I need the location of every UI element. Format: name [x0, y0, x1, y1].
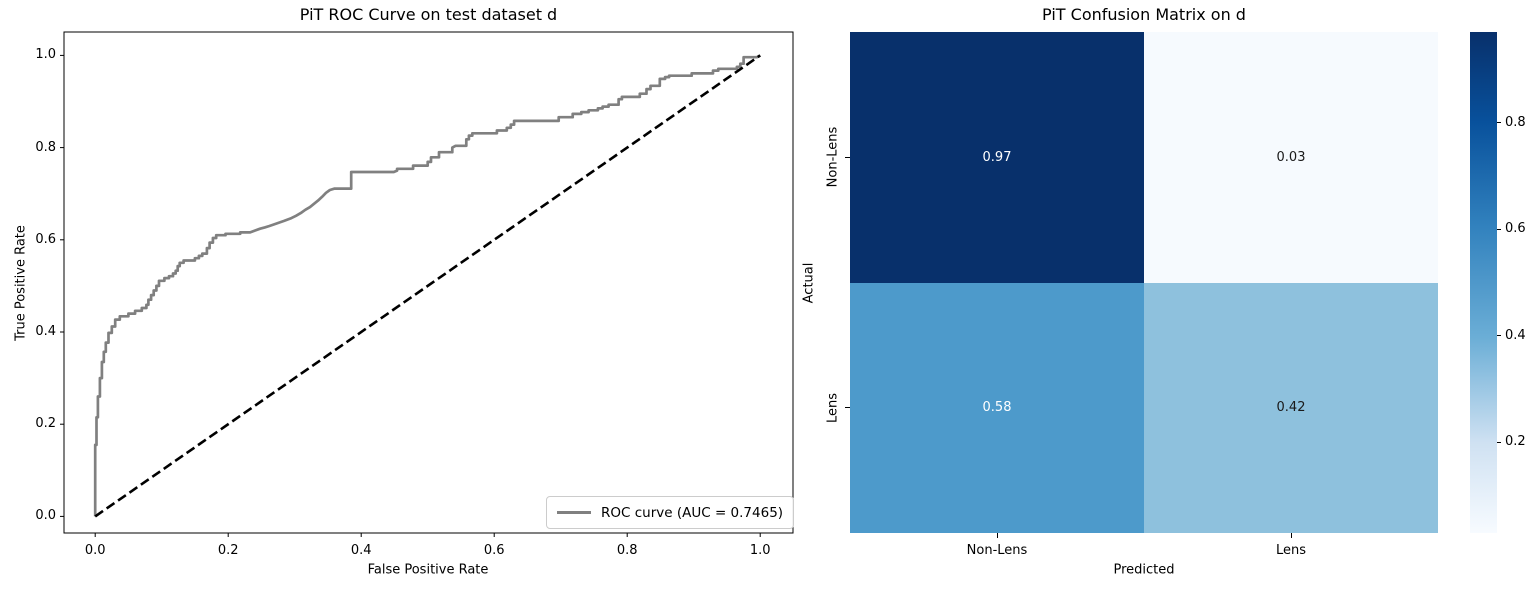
cm-cell-value: 0.03: [1276, 149, 1306, 165]
colorbar-tick-mark: [1497, 335, 1501, 337]
roc-chance-diagonal: [94, 54, 761, 518]
cm-title: PiT Confusion Matrix on d: [1042, 5, 1246, 24]
cm-cell-lens-non-lens: 0.58: [850, 282, 1144, 533]
cm-ytick-mark: [845, 156, 850, 158]
colorbar-tick-label: 0.6: [1505, 221, 1526, 237]
roc-xtick-label: 1.0: [749, 543, 771, 558]
cm-xtick-mark: [996, 533, 998, 538]
roc-xtick-label: 0.8: [616, 543, 638, 558]
roc-curve-legend-line: [557, 511, 591, 514]
roc-xtick-label: 0.2: [217, 543, 239, 558]
cm-ytick-label: Non-Lens: [825, 126, 841, 188]
cm-xaxis-label: Predicted: [1113, 562, 1175, 578]
confusion-matrix-heatmap: 0.97 0.03 0.58 0.42: [850, 32, 1438, 533]
roc-title: PiT ROC Curve on test dataset d: [299, 5, 558, 24]
roc-ytick-label: 0.0: [35, 508, 56, 524]
cm-cell-value: 0.42: [1276, 400, 1306, 416]
cm-yaxis-label: Actual: [801, 262, 817, 304]
roc-ytick-label: 1.0: [35, 47, 56, 63]
colorbar-tick-label: 0.4: [1505, 327, 1526, 343]
colorbar-tick-label: 0.2: [1505, 434, 1526, 450]
cm-cell-non-lens-lens: 0.03: [1144, 32, 1438, 283]
cm-xtick-label: Lens: [1275, 543, 1307, 558]
roc-xtick-label: 0.4: [350, 543, 372, 558]
cm-cell-lens-lens: 0.42: [1144, 282, 1438, 533]
colorbar-tick-mark: [1497, 122, 1501, 124]
roc-ytick-label: 0.2: [35, 416, 56, 432]
cm-xtick-label: Non-Lens: [966, 543, 1028, 558]
roc-xtick-label: 0.0: [84, 543, 106, 558]
roc-legend-label: ROC curve (AUC = 0.7465): [601, 504, 784, 521]
cm-xtick-mark: [1290, 533, 1292, 538]
cm-cell-value: 0.58: [982, 400, 1012, 416]
roc-chart: [60, 31, 794, 537]
colorbar-tick-mark: [1497, 228, 1501, 230]
cm-ytick-mark: [845, 407, 850, 409]
roc-axes-box: [63, 31, 794, 534]
cm-ytick-label: Lens: [825, 392, 841, 423]
cm-cell-value: 0.97: [982, 149, 1012, 165]
colorbar: [1470, 32, 1497, 533]
cm-cell-non-lens-non-lens: 0.97: [850, 32, 1144, 283]
roc-ytick-label: 0.4: [35, 324, 56, 339]
roc-xtick-label: 0.6: [483, 543, 505, 558]
roc-legend: ROC curve (AUC = 0.7465): [546, 496, 795, 529]
roc-ytick-label: 0.6: [35, 231, 56, 247]
roc-ytick-label: 0.8: [35, 139, 56, 155]
roc-curve-line: [93, 54, 761, 517]
roc-xaxis-label: False Positive Rate: [367, 562, 489, 578]
roc-yaxis-label: True Positive Rate: [13, 225, 29, 341]
colorbar-tick-label: 0.8: [1505, 114, 1526, 130]
colorbar-tick-mark: [1497, 441, 1501, 443]
